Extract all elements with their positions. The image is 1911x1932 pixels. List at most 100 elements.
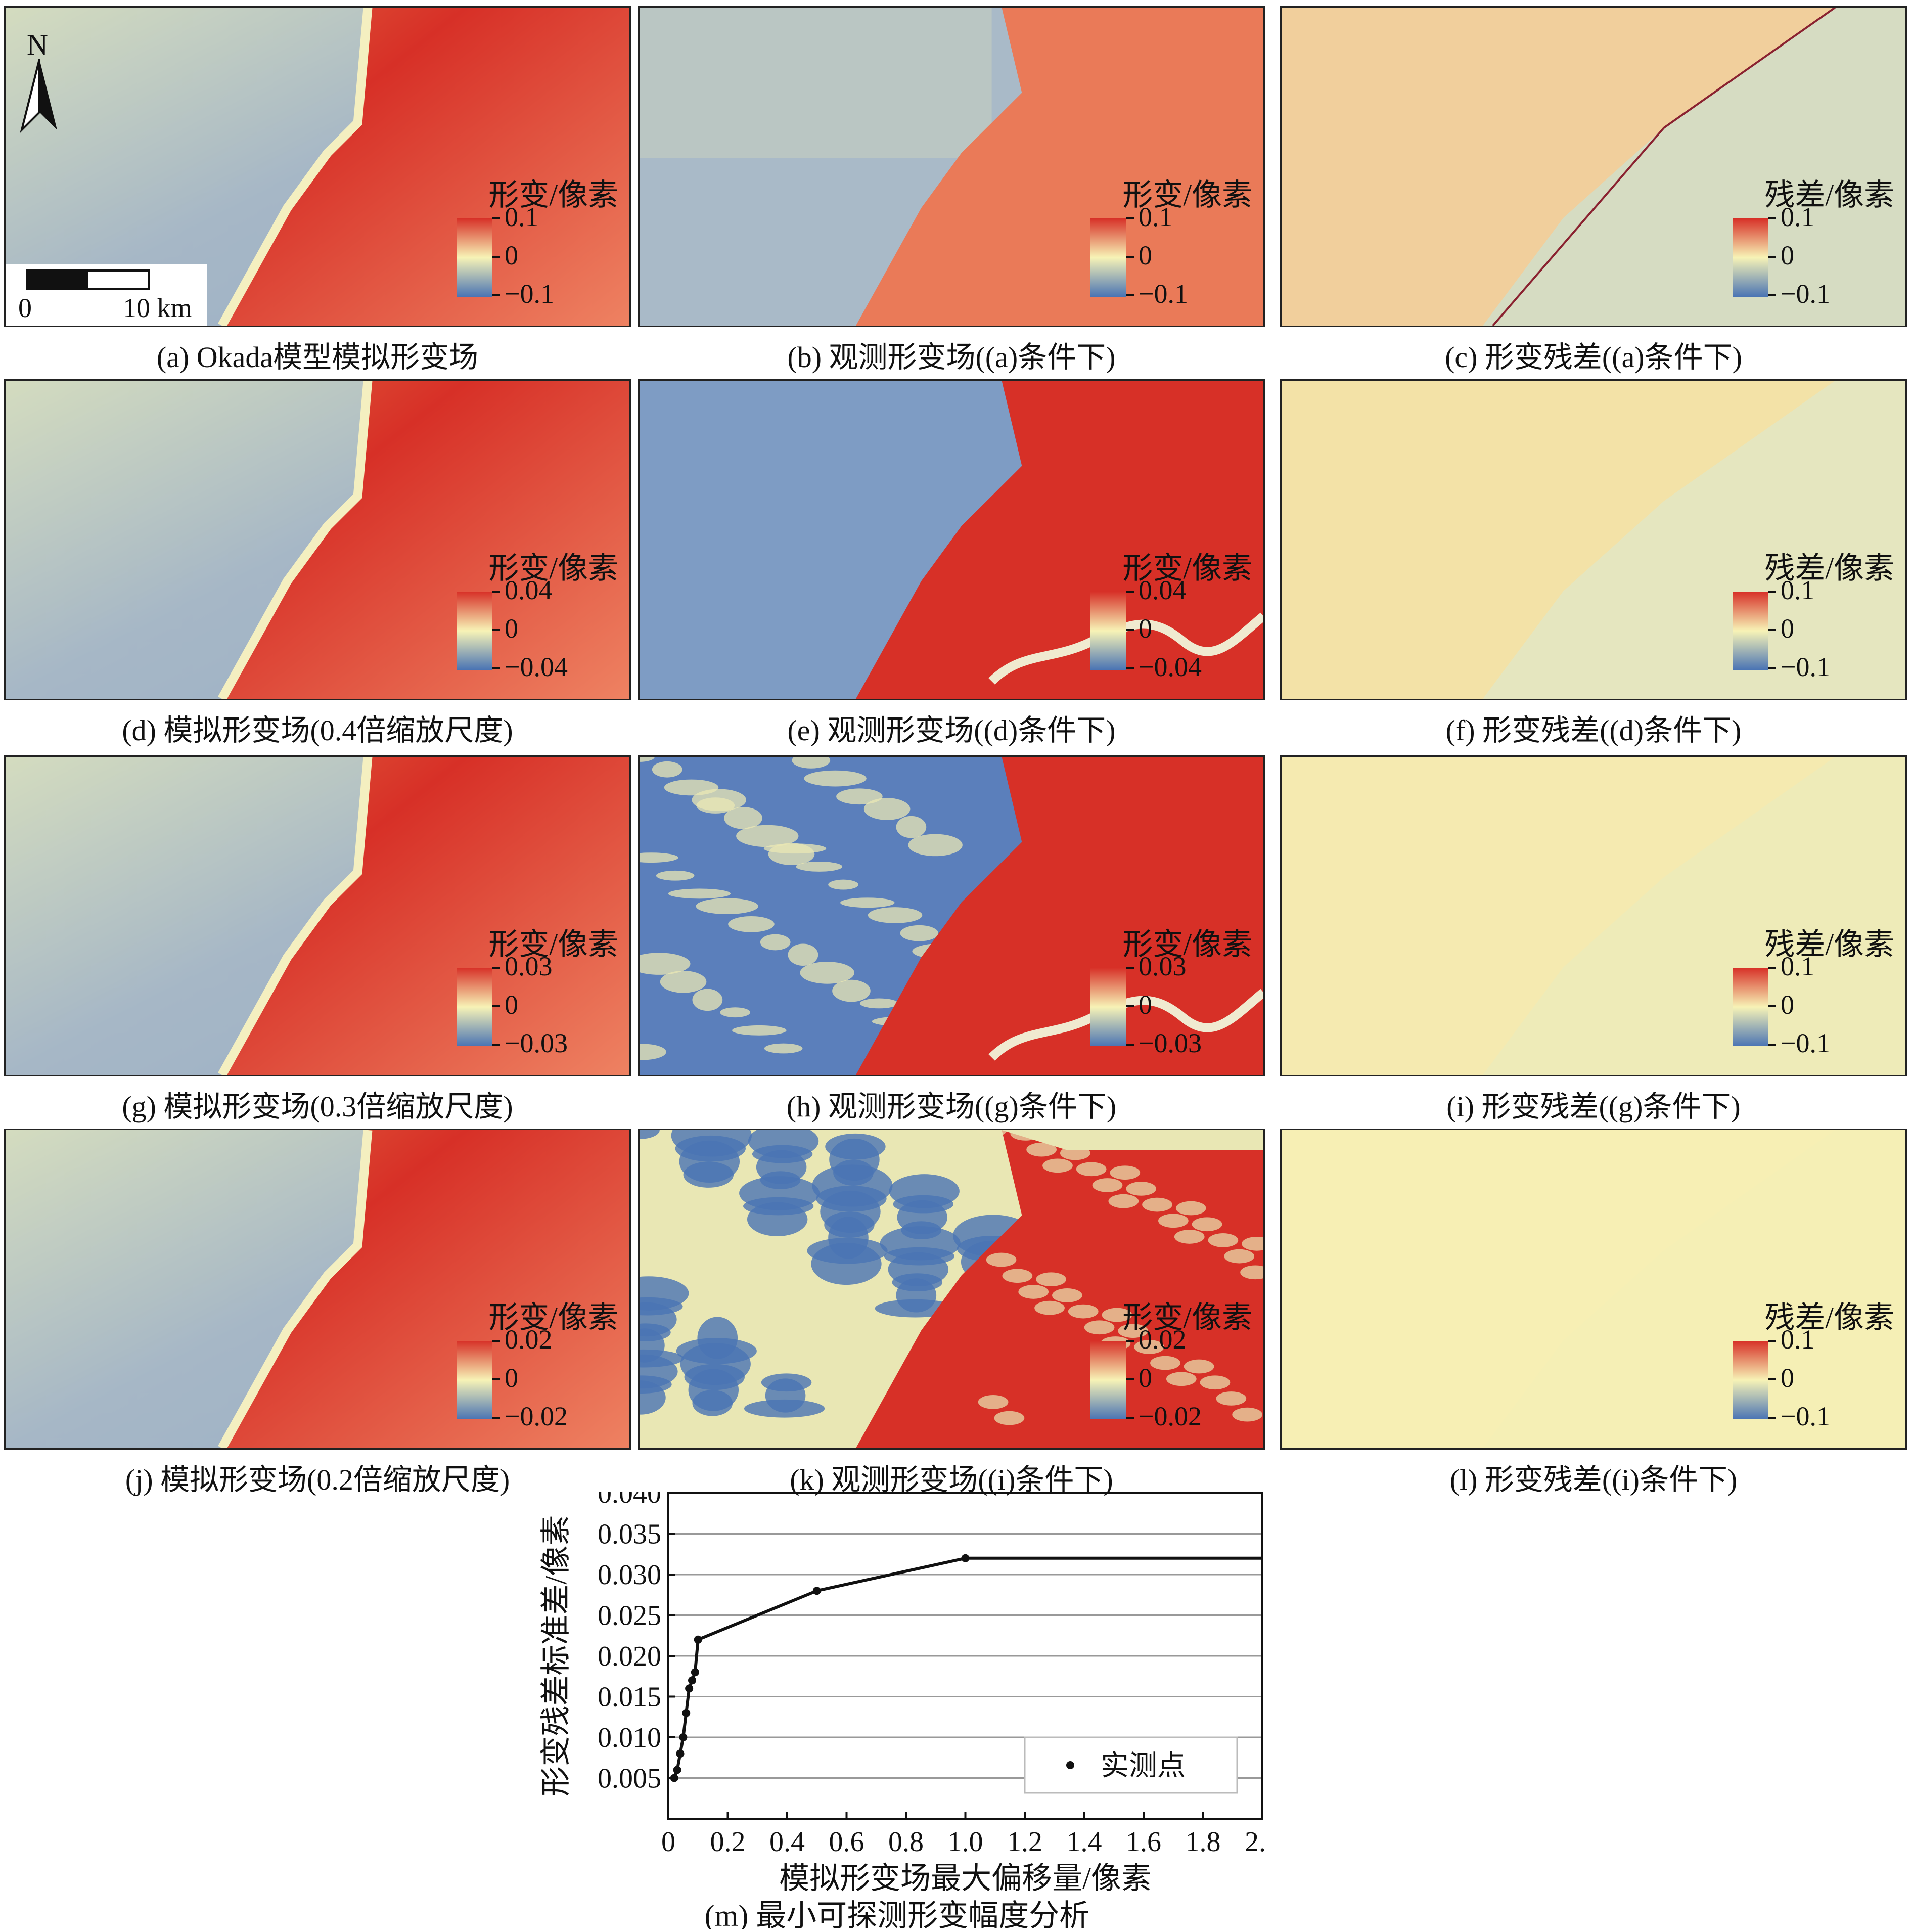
panel-caption: (j) 模拟形变场(0.2倍缩放尺度) xyxy=(125,1463,510,1496)
colorbar-tick xyxy=(1126,1417,1134,1419)
panel-caption: (k) 观测形变场((i)条件下) xyxy=(790,1463,1113,1496)
colorbar-title: 残差/像素 xyxy=(1764,552,1894,585)
panel-caption: (l) 形变残差((i)条件下) xyxy=(1449,1463,1738,1496)
map-panel-c: 残差/像素 0.1 0 −0.1 xyxy=(1280,6,1907,327)
colorbar-gradient xyxy=(1090,592,1126,670)
colorbar-title: 形变/像素 xyxy=(1122,1301,1252,1334)
colorbar-label: −0.1 xyxy=(1139,279,1188,309)
colorbar-tick xyxy=(1768,1417,1776,1419)
colorbar-tick xyxy=(1126,1340,1134,1342)
map-panel-j: 形变/像素 0.02 0 −0.02 xyxy=(4,1129,631,1450)
colorbar: 形变/像素 0.02 0 −0.02 xyxy=(436,1293,618,1431)
colorbar-label: 0 xyxy=(1781,1363,1794,1393)
colorbar: 形变/像素 0.1 0 −0.1 xyxy=(1070,170,1252,309)
data-point xyxy=(685,1684,694,1693)
colorbar-tick xyxy=(1126,667,1134,669)
colorbar-label: 0.04 xyxy=(1139,575,1187,605)
y-tick-label: 0.035 xyxy=(598,1519,661,1550)
data-point xyxy=(961,1554,970,1562)
y-tick-label: 0.040 xyxy=(598,1492,661,1509)
map-panel-f: 残差/像素 0.1 0 −0.1 xyxy=(1280,379,1907,700)
data-point xyxy=(682,1709,691,1717)
data-point xyxy=(676,1749,685,1758)
x-axis-label: 模拟形变场最大偏移量/像素 xyxy=(779,1862,1152,1895)
map-panel-g: 形变/像素 0.03 0 −0.03 xyxy=(4,755,631,1076)
x-tick-label: 1.8 xyxy=(1186,1826,1221,1858)
map-panel-e: 形变/像素 0.04 0 −0.04 xyxy=(638,379,1265,700)
colorbar-tick xyxy=(492,294,500,296)
colorbar-tick xyxy=(492,591,500,593)
colorbar-label: 0 xyxy=(505,1363,518,1393)
colorbar-title: 形变/像素 xyxy=(1122,178,1252,212)
panel-caption: (h) 观测形变场((g)条件下) xyxy=(786,1090,1117,1123)
colorbar: 形变/像素 0.02 0 −0.02 xyxy=(1070,1293,1252,1431)
colorbar-title: 形变/像素 xyxy=(488,178,618,212)
colorbar-title: 形变/像素 xyxy=(1122,552,1252,585)
north-arrow-icon: N xyxy=(17,28,62,134)
colorbar-tick xyxy=(492,1044,500,1046)
colorbar-label: 0 xyxy=(1139,990,1152,1020)
x-tick-label: 1.2 xyxy=(1007,1826,1042,1858)
colorbar-label: −0.04 xyxy=(505,652,568,682)
colorbar-label: −0.1 xyxy=(1781,1401,1830,1431)
colorbar-tick xyxy=(492,1378,500,1380)
colorbar-gradient xyxy=(1733,592,1768,670)
x-tick-label: 1.0 xyxy=(948,1826,983,1858)
colorbar-label: 0.04 xyxy=(505,575,553,605)
colorbar: 形变/像素 0.1 0 −0.1 xyxy=(436,170,618,309)
colorbar-tick xyxy=(1768,629,1776,631)
panel-caption: (i) 形变残差((g)条件下) xyxy=(1446,1090,1741,1123)
colorbar-tick xyxy=(1126,256,1134,258)
map-panel-k: 形变/像素 0.02 0 −0.02 xyxy=(638,1129,1265,1450)
map-panel-l: 残差/像素 0.1 0 −0.1 xyxy=(1280,1129,1907,1450)
scale-bar: 0 10 km xyxy=(6,264,207,326)
panel-caption: (c) 形变残差((a)条件下) xyxy=(1445,341,1742,374)
colorbar-label: 0 xyxy=(1139,613,1152,644)
x-tick-label: 2.0 xyxy=(1245,1826,1264,1858)
map-panel-i: 残差/像素 0.1 0 −0.1 xyxy=(1280,755,1907,1076)
colorbar-label: −0.1 xyxy=(1781,1028,1830,1058)
colorbar-tick xyxy=(492,629,500,631)
colorbar-label: −0.1 xyxy=(505,279,554,309)
colorbar-tick xyxy=(1126,1044,1134,1046)
x-tick-label: 1.4 xyxy=(1067,1826,1102,1858)
colorbar-label: 0 xyxy=(1781,613,1794,644)
colorbar-label: −0.1 xyxy=(1781,652,1830,682)
legend-marker xyxy=(1066,1761,1074,1769)
colorbar: 残差/像素 0.1 0 −0.1 xyxy=(1712,920,1894,1058)
colorbar-gradient xyxy=(457,1341,492,1419)
x-tick-label: 0.2 xyxy=(710,1826,746,1858)
colorbar-gradient xyxy=(1733,218,1768,297)
data-point xyxy=(688,1676,696,1685)
colorbar-title: 残差/像素 xyxy=(1764,1301,1894,1334)
panel-caption: (b) 观测形变场((a)条件下) xyxy=(787,341,1116,374)
chart-caption: (m) 最小可探测形变幅度分析 xyxy=(705,1899,1090,1929)
colorbar-tick xyxy=(1126,629,1134,631)
colorbar: 形变/像素 0.03 0 −0.03 xyxy=(1070,920,1252,1058)
colorbar-gradient xyxy=(457,218,492,297)
colorbar-title: 形变/像素 xyxy=(488,928,618,961)
colorbar-tick xyxy=(1768,1378,1776,1380)
colorbar-title: 形变/像素 xyxy=(488,1301,618,1334)
colorbar-tick xyxy=(492,1417,500,1419)
colorbar-tick xyxy=(1126,217,1134,219)
data-point xyxy=(670,1774,678,1782)
panel-caption: (a) Okada模型模拟形变场 xyxy=(156,341,479,374)
north-label: N xyxy=(27,28,48,61)
colorbar-label: −0.03 xyxy=(505,1028,568,1058)
colorbar-label: 0 xyxy=(1139,240,1152,271)
colorbar-tick xyxy=(492,967,500,969)
y-tick-label: 0.025 xyxy=(598,1600,661,1632)
colorbar-label: 0 xyxy=(505,613,518,644)
colorbar-title: 形变/像素 xyxy=(488,552,618,585)
detection-chart: 0.005 0.010 0.015 0.020 0.025 0.030 0.035 0.040… xyxy=(531,1478,1280,1932)
colorbar: 残差/像素 0.1 0 −0.1 xyxy=(1712,1293,1894,1431)
colorbar-label: 0.1 xyxy=(1781,575,1815,605)
colorbar-tick xyxy=(1768,1340,1776,1342)
colorbar-tick xyxy=(1126,1378,1134,1380)
colorbar-tick xyxy=(492,256,500,258)
colorbar-label: 0.02 xyxy=(1139,1324,1187,1355)
chart-svg: 0.005 0.010 0.015 0.020 0.025 0.030 0.035 0.040… xyxy=(539,1478,1280,1932)
x-tick-label: 0.6 xyxy=(829,1826,864,1858)
colorbar-gradient xyxy=(1090,218,1126,297)
